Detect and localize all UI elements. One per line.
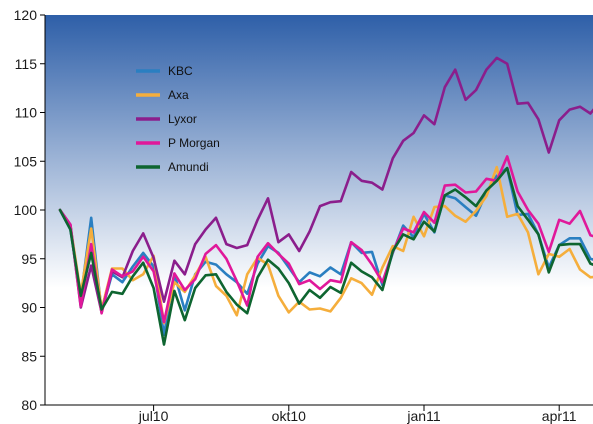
y-tick-label: 95 (21, 251, 37, 267)
y-tick-label: 100 (14, 202, 38, 218)
y-tick-label: 120 (14, 7, 38, 23)
y-tick-label: 105 (14, 153, 38, 169)
y-tick-label: 85 (21, 348, 37, 364)
x-tick-label: okt10 (272, 408, 306, 424)
y-tick-label: 80 (21, 397, 37, 413)
legend-label-p-morgan: P Morgan (168, 136, 220, 150)
x-tick-label: apr11 (542, 408, 577, 424)
y-tick-label: 90 (21, 300, 37, 316)
legend-label-kbc: KBC (168, 64, 193, 78)
legend-label-amundi: Amundi (168, 160, 209, 174)
x-tick-label: jul10 (138, 408, 169, 424)
legend: KBC Axa Lyxor P Morgan Amundi (136, 64, 220, 174)
x-axis-ticks: jul10 okt10 jan11 apr11 (138, 405, 577, 424)
x-tick-label: jan11 (406, 408, 440, 424)
series-line-p-morgan (58, 155, 593, 324)
legend-label-axa: Axa (168, 88, 189, 102)
series-line-axa (58, 165, 593, 325)
y-tick-label: 115 (15, 56, 38, 72)
legend-label-lyxor: Lyxor (168, 112, 197, 126)
series-line-lyxor (58, 56, 593, 314)
series-layer (58, 56, 593, 346)
series-line-amundi (58, 166, 593, 346)
y-axis-ticks: 80 85 90 95 100 105 110 115 120 (14, 7, 45, 413)
y-tick-label: 110 (15, 105, 38, 121)
